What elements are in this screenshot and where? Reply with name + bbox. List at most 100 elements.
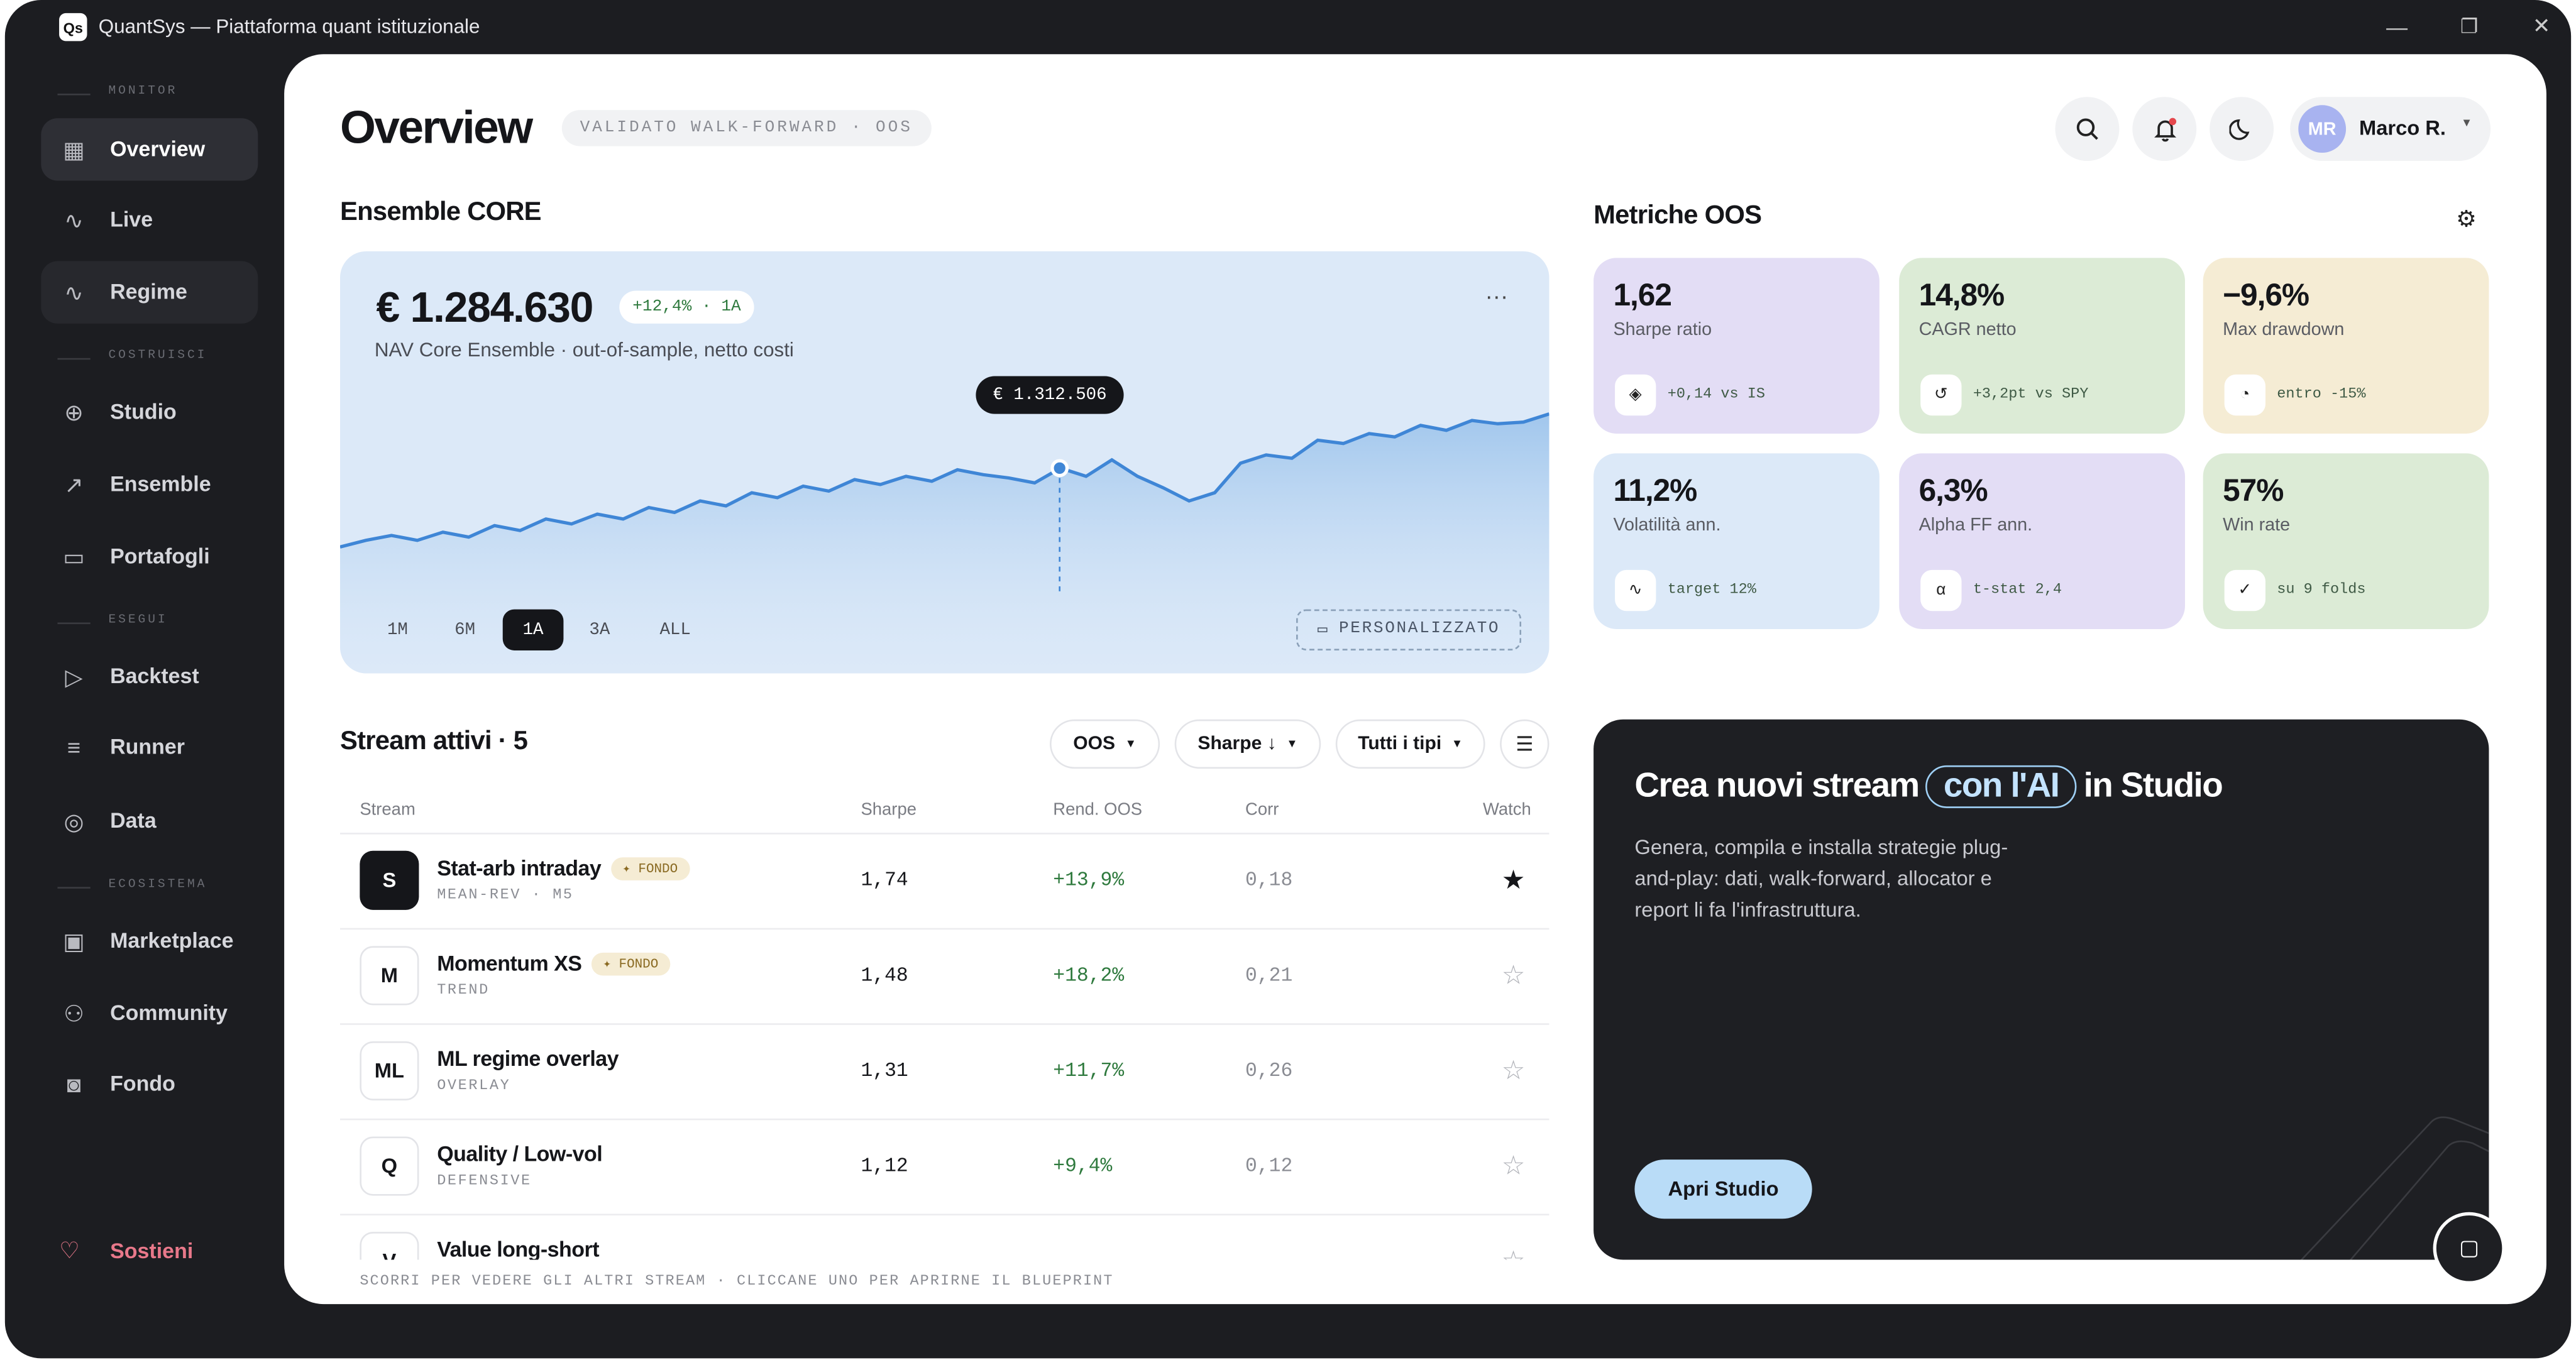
- stream-corr: 0,12: [1245, 1154, 1293, 1178]
- nav-item[interactable]: ▷ Backtest: [41, 645, 258, 708]
- stream-row[interactable]: M Momentum XS ✦ FONDO TREND 1,48 +18,2% 0,21 ☆: [339, 928, 1549, 1024]
- user-menu[interactable]: MR Marco R. ▼: [2290, 97, 2491, 162]
- watch-star[interactable]: ☆: [1501, 962, 1526, 990]
- stream-avatar: S: [360, 850, 419, 910]
- metrics-settings[interactable]: ⚙: [2456, 205, 2477, 232]
- metrics-heading: Metriche OOS: [1593, 202, 1762, 230]
- metric-card: 14,8% CAGR netto ↺ +3,2pt vs SPY: [1899, 258, 2185, 434]
- nav-value: € 1.284.630: [376, 282, 593, 332]
- nav-icon: ∿: [64, 206, 84, 233]
- support-item[interactable]: ♡ Sostieni: [41, 1220, 258, 1283]
- metric-note: t-stat 2,4: [1973, 581, 2062, 598]
- page-title: Overview: [339, 102, 533, 153]
- stream-sharpe: 1,31: [861, 1059, 908, 1083]
- range-button[interactable]: ALL: [659, 620, 691, 640]
- metric-card: 1,62 Sharpe ratio ◈ +0,14 vs IS: [1593, 258, 1880, 434]
- metric-note: target 12%: [1667, 581, 1756, 598]
- nav-item[interactable]: ◎ Data: [41, 790, 258, 852]
- stream-sharpe: 1,48: [861, 964, 908, 987]
- nav-item[interactable]: ↗ Ensemble: [41, 453, 258, 515]
- nav-label: Fondo: [110, 1071, 175, 1096]
- nav-item[interactable]: ⚇ Community: [41, 982, 258, 1044]
- promo-highlight: con l'AI: [1925, 765, 2078, 808]
- metric-value: −9,6%: [2223, 279, 2309, 314]
- watch-star[interactable]: ★: [1501, 867, 1526, 896]
- filter-caret: ▼: [1125, 738, 1137, 750]
- custom-range-button[interactable]: ▭ PERSONALIZZATO: [1296, 609, 1522, 650]
- metric-note: su 9 folds: [2277, 581, 2366, 598]
- stream-row[interactable]: ML ML regime overlay OVERLAY 1,31 +11,7% 0,26…: [339, 1023, 1549, 1119]
- chart-tooltip: € 1.312.506: [976, 376, 1124, 414]
- minimize-button[interactable]: —: [2386, 14, 2408, 39]
- nav-icon: ≡: [67, 734, 81, 761]
- filter-settings[interactable]: ☰: [1500, 719, 1549, 769]
- range-button[interactable]: 1M: [387, 620, 408, 640]
- restore-button[interactable]: ❐: [2460, 14, 2479, 38]
- filter-dropdown[interactable]: Sharpe ↓ ▼: [1174, 719, 1321, 769]
- open-studio-button[interactable]: Apri Studio: [1634, 1159, 1812, 1219]
- watch-star[interactable]: ☆: [1502, 1245, 1525, 1259]
- range-button[interactable]: 1A: [502, 609, 564, 650]
- notifications-button[interactable]: [2132, 97, 2197, 162]
- metric-value: 1,62: [1613, 279, 1672, 314]
- theme-button[interactable]: [2210, 97, 2274, 162]
- section-label: COSTRUISCI: [108, 349, 207, 363]
- streams-heading: Stream attivi · 5: [339, 727, 528, 756]
- support-label: Sostieni: [110, 1238, 194, 1263]
- range-button[interactable]: 6M: [454, 620, 476, 640]
- metric-icon: ↺: [1920, 374, 1962, 416]
- section-divider: [57, 622, 91, 625]
- more-button[interactable]: ···: [1485, 282, 1509, 309]
- nav-label: Backtest: [110, 663, 199, 689]
- metric-card: −9,6% Max drawdown ◔ entro -15%: [2203, 258, 2489, 434]
- nav-label: Data: [110, 808, 157, 833]
- stream-name-group: Value long-short: [437, 1235, 599, 1260]
- filter-dropdown[interactable]: OOS ▼: [1050, 719, 1160, 769]
- promo-title: Crea nuovi stream con l'AI in Studio: [1634, 762, 2223, 811]
- chat-button[interactable]: ▢: [2433, 1212, 2506, 1285]
- calendar-icon: ▭: [1317, 622, 1329, 640]
- nav-item[interactable]: ▣ Marketplace: [41, 910, 258, 972]
- column-header: Stream: [360, 799, 416, 820]
- stream-subtitle: MEAN-REV · M5: [437, 887, 574, 904]
- nav-item[interactable]: ∿ Live: [41, 189, 258, 251]
- metric-note: +0,14 vs IS: [1667, 386, 1766, 403]
- stream-row[interactable]: V Value long-short ☆: [339, 1214, 1549, 1260]
- filter-caret: ▼: [1286, 738, 1298, 750]
- promo-decoration: [2300, 1116, 2489, 1260]
- metric-icon: ∿: [1615, 569, 1656, 611]
- stream-row[interactable]: S Stat-arb intraday ✦ FONDO MEAN-REV · M5 1,…: [339, 833, 1549, 928]
- nav-icon: ⊕: [64, 398, 84, 425]
- watch-star[interactable]: ☆: [1501, 1153, 1526, 1181]
- stream-subtitle: OVERLAY: [437, 1077, 511, 1094]
- search-button[interactable]: [2055, 97, 2120, 162]
- nav-area: [339, 414, 1549, 674]
- stream-name: Stat-arb intraday: [437, 855, 602, 880]
- range-button[interactable]: 3A: [589, 620, 610, 640]
- nav-item[interactable]: ◙ Fondo: [41, 1053, 258, 1115]
- hover-dot: [1050, 459, 1069, 478]
- nav-item[interactable]: ▭ Portafogli: [41, 525, 258, 588]
- nav-item[interactable]: ⊕ Studio: [41, 381, 258, 443]
- metric-note: +3,2pt vs SPY: [1973, 386, 2089, 403]
- promo-title-end: in Studio: [2083, 767, 2223, 805]
- watch-star[interactable]: ☆: [1501, 1058, 1526, 1086]
- nav-icon: ◙: [67, 1071, 81, 1097]
- nav-item[interactable]: ≡ Runner: [41, 716, 258, 778]
- nav-item[interactable]: ▦ Overview: [41, 118, 258, 181]
- metric-icon: α: [1920, 569, 1962, 611]
- stream-subtitle: TREND: [437, 982, 490, 999]
- filter-dropdown[interactable]: Tutti i tipi ▼: [1335, 719, 1485, 769]
- nav-icon: ∿: [64, 278, 84, 305]
- nav-item[interactable]: ∿ Regime: [41, 261, 258, 324]
- stream-name: Momentum XS: [437, 951, 582, 976]
- stream-return: +13,9%: [1053, 869, 1125, 892]
- metric-card: 11,2% Volatilità ann. ∿ target 12%: [1593, 453, 1880, 629]
- column-header: Corr: [1245, 799, 1279, 820]
- stream-row[interactable]: Q Quality / Low-vol DEFENSIVE 1,12 +9,4% 0,12…: [339, 1118, 1549, 1214]
- stream-return: +9,4%: [1053, 1154, 1113, 1178]
- nav-label: Regime: [110, 279, 187, 304]
- close-button[interactable]: ✕: [2532, 13, 2551, 38]
- section-label: ECOSISTEMA: [108, 879, 207, 892]
